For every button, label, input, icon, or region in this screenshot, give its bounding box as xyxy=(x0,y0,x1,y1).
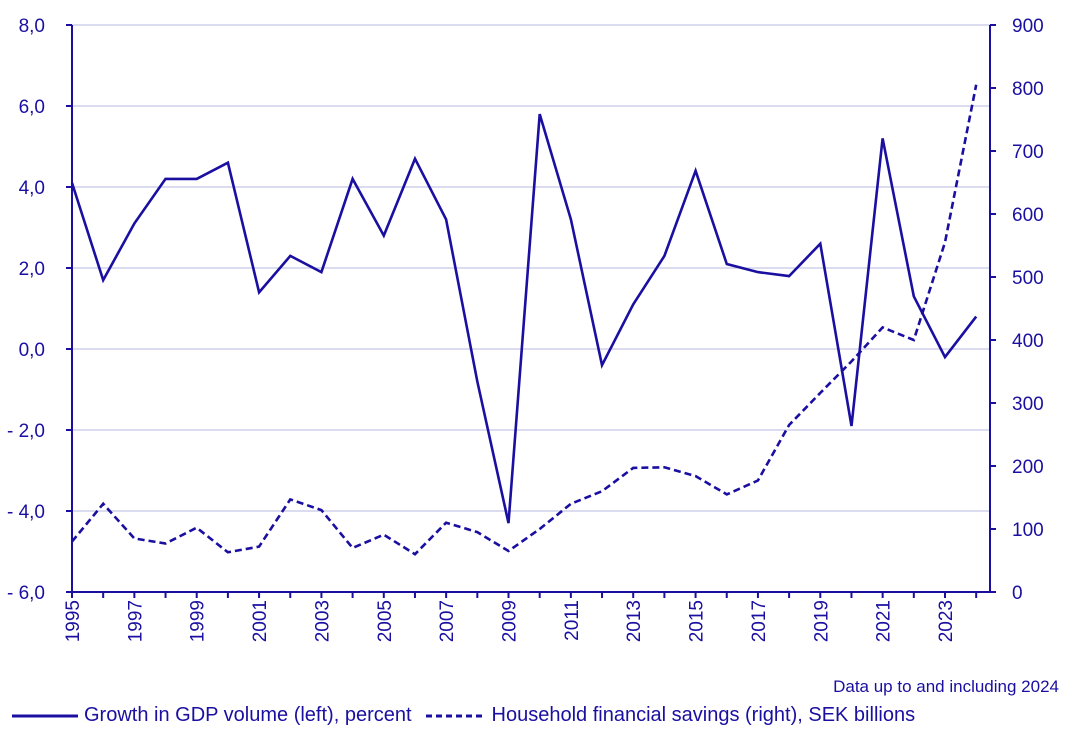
dual-axis-line-chart: - 6,0- 4,0- 2,00,02,04,06,08,0 010020030… xyxy=(7,16,1044,642)
x-tick-label: 2019 xyxy=(811,600,832,642)
left-tick-label: 8,0 xyxy=(19,16,45,37)
x-tick-label: 2015 xyxy=(687,600,708,642)
x-tick-label: 2007 xyxy=(437,600,458,642)
x-tick-label: 2001 xyxy=(250,600,271,642)
left-axis-ticks: - 6,0 - 4,0 - 2,0 0,0 2,0 4,0 6,0 8,0 xyxy=(7,16,72,604)
right-tick-label: 800 xyxy=(1012,79,1044,100)
x-tick-label: 2017 xyxy=(749,600,770,642)
x-axis-ticks: 1995 1997 1999 2001 2003 2005 2007 2009 2011 2013… xyxy=(63,592,978,642)
right-tick-label: 500 xyxy=(1012,268,1044,289)
legend-solid-line-icon xyxy=(12,714,78,717)
axes xyxy=(71,25,991,593)
left-tick-label: 4,0 xyxy=(19,178,45,199)
legend-dashed-line-icon xyxy=(425,714,486,717)
right-tick-label: 900 xyxy=(1012,16,1044,37)
left-tick-label: - 4,0 xyxy=(7,502,45,523)
legend-item-savings: Household financial savings (right), SEK… xyxy=(425,704,916,727)
x-tick-label: 2005 xyxy=(375,600,396,642)
legend-label-gdp: Growth in GDP volume (left), percent xyxy=(84,704,412,726)
series-gdp-growth-line xyxy=(70,113,978,524)
right-tick-label: 100 xyxy=(1012,520,1044,541)
series-household-savings-line xyxy=(70,84,978,556)
left-tick-label: 6,0 xyxy=(19,97,45,118)
left-tick-label: 0,0 xyxy=(19,340,45,361)
left-tick-label: - 6,0 xyxy=(7,583,45,604)
x-tick-label: 1997 xyxy=(125,600,146,642)
left-tick-label: - 2,0 xyxy=(7,421,45,442)
x-tick-label: 2009 xyxy=(500,600,521,642)
series-lines xyxy=(70,84,978,556)
right-tick-label: 300 xyxy=(1012,394,1044,415)
x-tick-label: 1999 xyxy=(188,600,209,642)
right-tick-label: 0 xyxy=(1012,583,1023,604)
left-tick-label: 2,0 xyxy=(19,259,45,280)
right-tick-label: 700 xyxy=(1012,142,1044,163)
x-tick-label: 2003 xyxy=(312,600,333,642)
x-tick-label: 2023 xyxy=(936,600,957,642)
x-tick-label: 2011 xyxy=(562,600,583,641)
x-tick-label: 2021 xyxy=(874,600,895,642)
right-axis-ticks: 0 100 200 300 400 500 600 700 800 900 xyxy=(990,16,1044,604)
gridlines xyxy=(72,24,990,512)
legend-label-savings: Household financial savings (right), SEK… xyxy=(491,704,916,726)
data-note: Data up to and including 2024 xyxy=(833,677,1059,696)
right-tick-label: 600 xyxy=(1012,205,1044,226)
right-tick-label: 200 xyxy=(1012,457,1044,478)
legend: Growth in GDP volume (left), percent Hou… xyxy=(12,704,929,727)
right-tick-label: 400 xyxy=(1012,331,1044,352)
x-tick-label: 1995 xyxy=(63,600,84,642)
legend-item-gdp: Growth in GDP volume (left), percent xyxy=(12,704,412,727)
x-tick-label: 2013 xyxy=(624,600,645,642)
